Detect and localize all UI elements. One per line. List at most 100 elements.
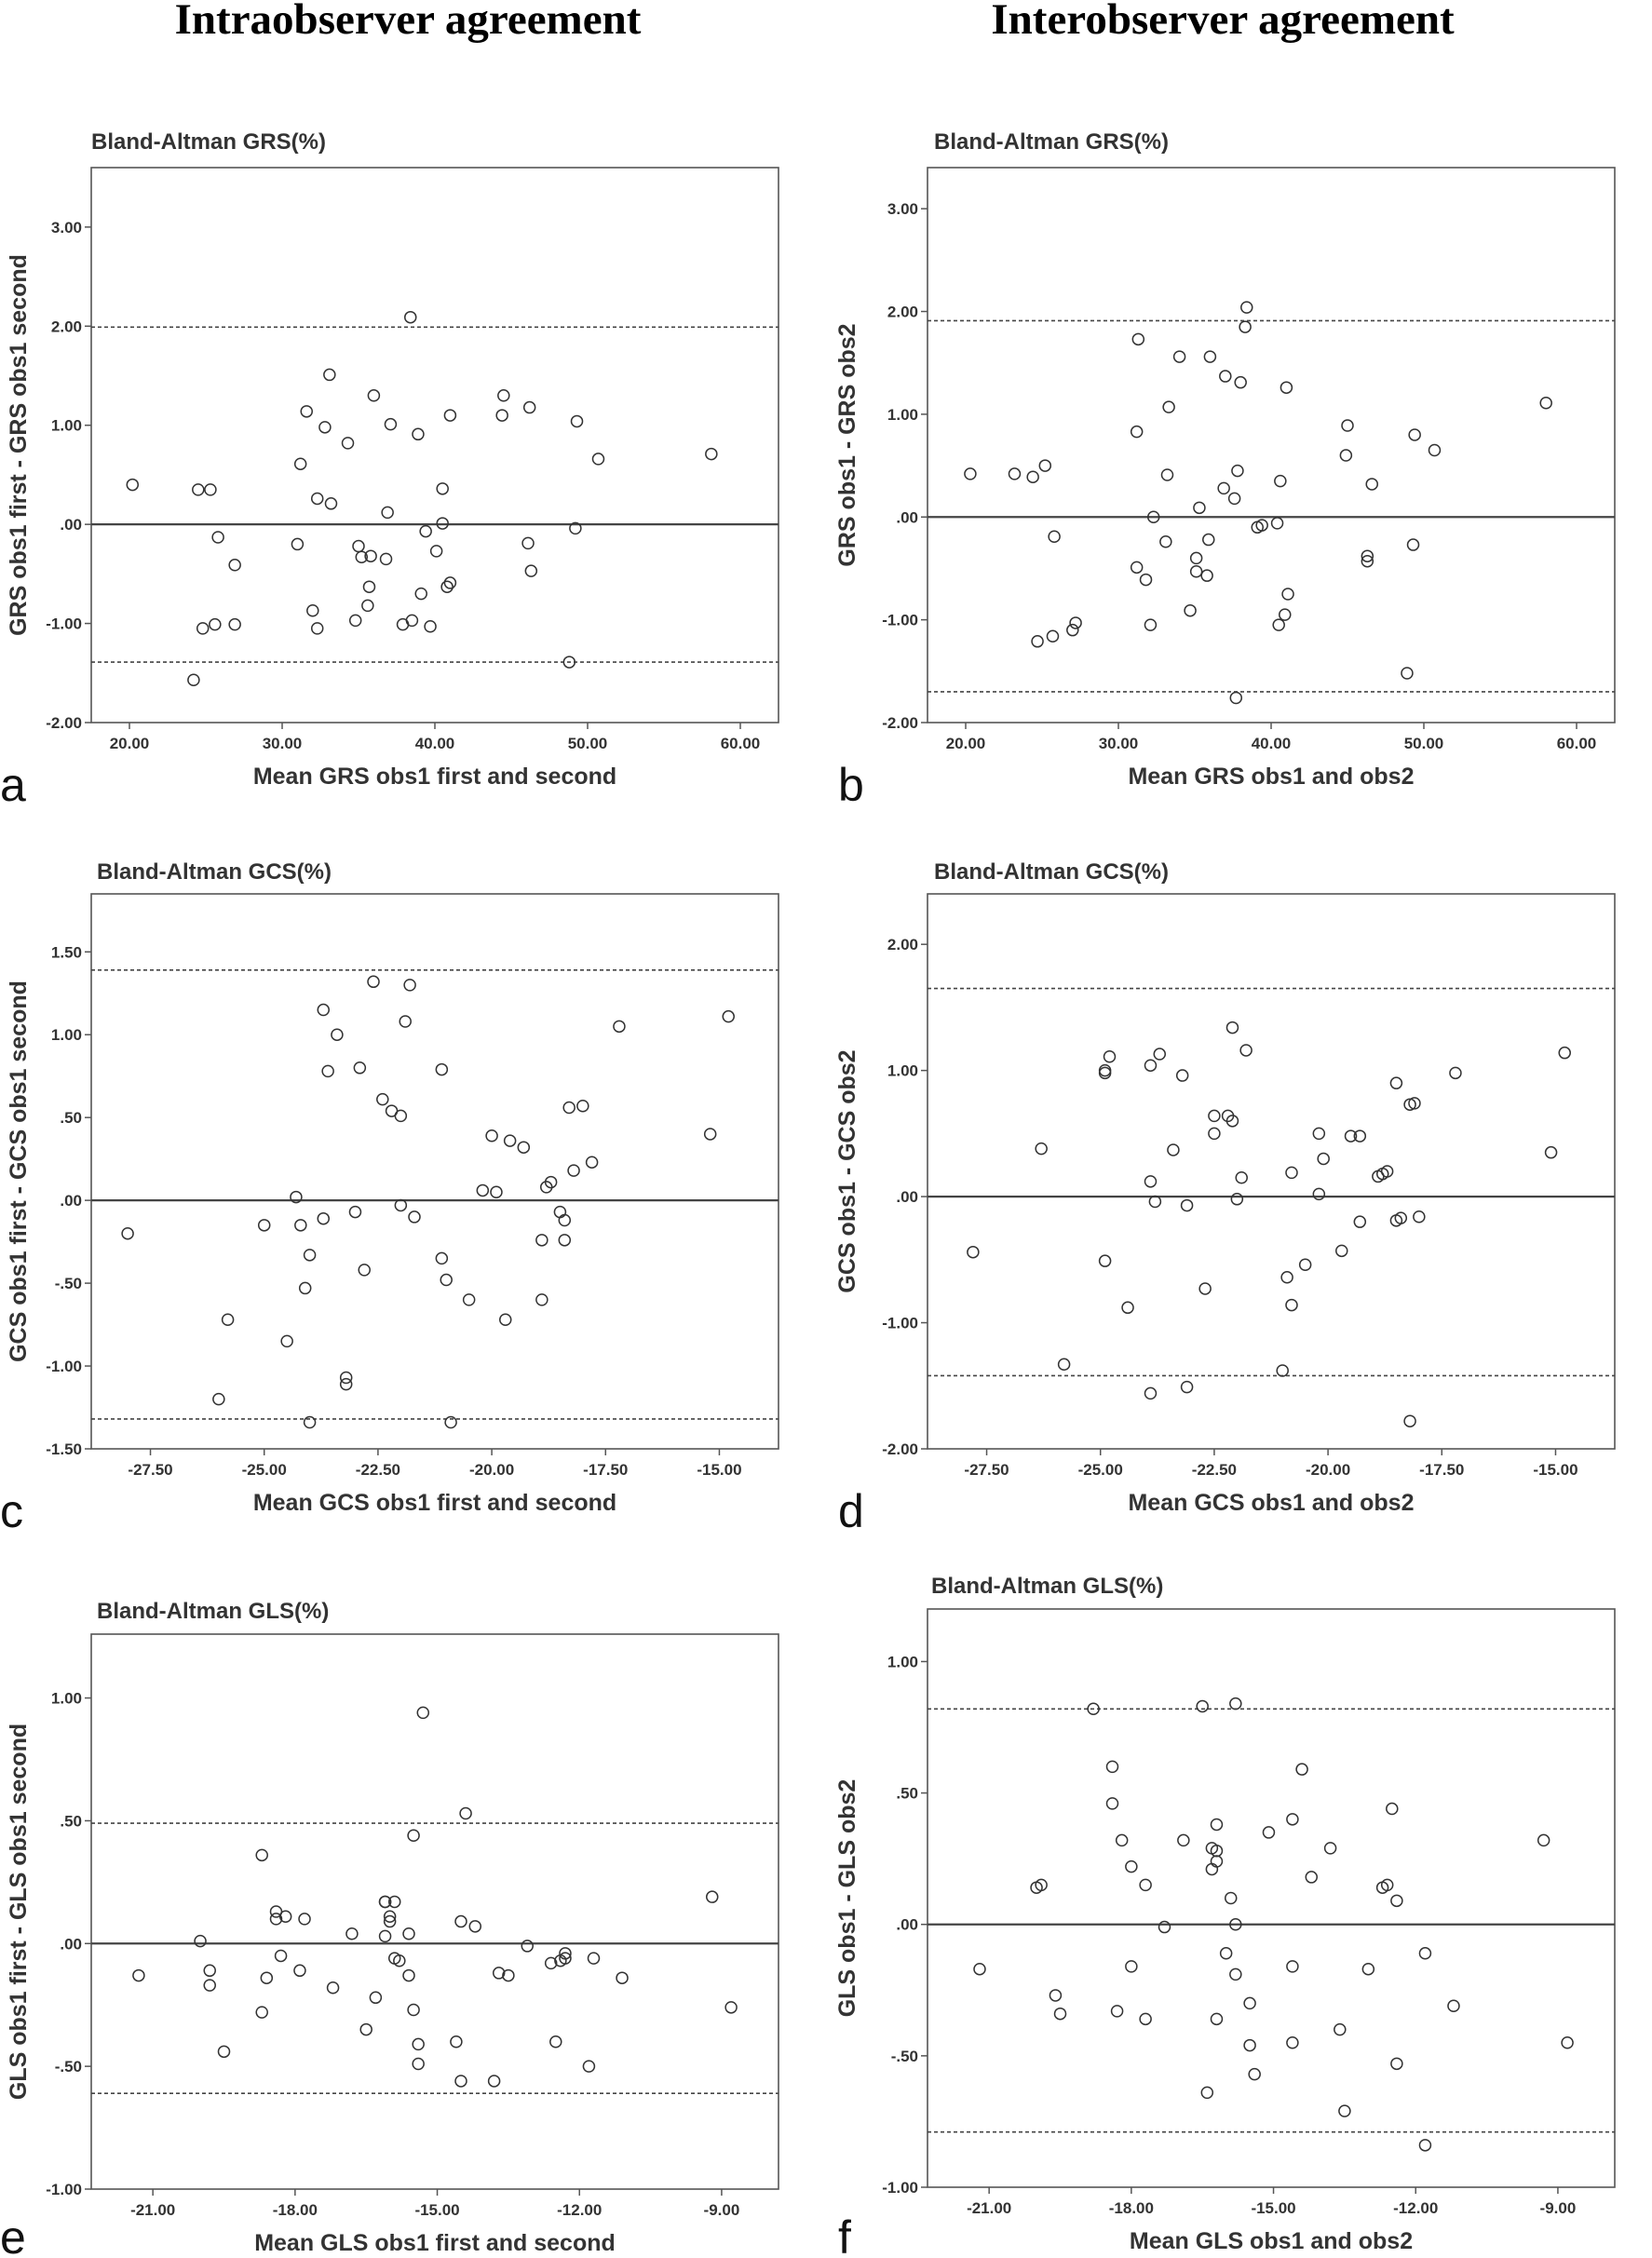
data-point (1087, 1702, 1100, 1716)
data-point (443, 409, 457, 422)
data-point (1229, 1697, 1242, 1710)
x-tick-label: -9.00 (704, 2201, 740, 2219)
y-axis-label: GRS obs1 first - GRS obs1 second (6, 254, 32, 636)
plot-frame (927, 1608, 1616, 2188)
data-point (353, 1061, 367, 1075)
data-point (1390, 1894, 1403, 1908)
data-point (1008, 467, 1022, 480)
data-point (300, 405, 313, 418)
data-point (1361, 1962, 1375, 1976)
data-point (1144, 1175, 1158, 1188)
panel-c: Bland-Altman GCS(%) -27.50 -25.00 -22.50 -20… (0, 859, 779, 1537)
data-point (348, 614, 362, 628)
data-point (1390, 2057, 1403, 2071)
data-point (321, 1064, 334, 1078)
data-point (293, 1964, 306, 1978)
data-point (1386, 1802, 1399, 1816)
y-tick-label: 1.50 (51, 943, 82, 961)
data-point (1167, 1143, 1180, 1156)
data-point (492, 1967, 506, 1980)
panel-letter: b (838, 759, 864, 811)
data-point (187, 673, 200, 686)
x-tick-label: -17.50 (1419, 1461, 1464, 1479)
data-point (345, 1927, 359, 1940)
data-point (1544, 1145, 1558, 1159)
y-tick-label: -1.00 (46, 1358, 82, 1375)
data-point (1038, 459, 1052, 472)
data-point (1295, 1763, 1308, 1776)
data-point (369, 1991, 383, 2005)
data-point (1066, 623, 1079, 637)
data-point (1335, 1244, 1348, 1258)
y-tick-label: -2.00 (46, 714, 82, 732)
data-point (203, 1979, 216, 1992)
data-point (1121, 1301, 1134, 1315)
data-point (419, 524, 432, 538)
data-point (1243, 1996, 1256, 2010)
data-point (1139, 573, 1153, 587)
data-point (1146, 510, 1160, 524)
panel-letter: f (838, 2211, 851, 2258)
data-point (1240, 301, 1253, 314)
data-point (221, 1313, 235, 1326)
x-tick-label: -12.00 (557, 2201, 602, 2219)
y-tick-label: -1.00 (46, 615, 82, 633)
data-point (1418, 1947, 1432, 1960)
x-axis-label: Mean GLS obs1 and obs2 (1130, 2228, 1413, 2254)
data-point (503, 1134, 517, 1147)
y-tick-label: -.50 (55, 2058, 82, 2075)
data-point (454, 2075, 467, 2088)
x-tick-label: -20.00 (1306, 1461, 1350, 1479)
panel-f: Bland-Altman GLS(%) -21.00 -18.00 -15.00 -12… (834, 1574, 1616, 2258)
panel-title: Bland-Altman GRS(%) (934, 129, 1169, 155)
data-point (1144, 618, 1158, 631)
data-point (1235, 1171, 1248, 1184)
y-tick-label: 1.00 (51, 1026, 82, 1044)
y-axis-label: GLS obs1 first - GLS obs1 second (6, 1724, 32, 2100)
data-point (402, 1968, 415, 1982)
data-point (1159, 534, 1172, 548)
x-tick-label: -25.00 (242, 1461, 287, 1479)
y-axis-label: GLS obs1 - GLS obs2 (834, 1779, 860, 2018)
data-point (394, 1198, 408, 1212)
y-tick-label: 1.00 (887, 406, 918, 424)
data-point (1125, 1960, 1138, 1973)
y-tick-label: 2.00 (887, 304, 918, 321)
data-point (440, 1273, 453, 1287)
data-point (435, 1251, 449, 1265)
data-point (967, 1245, 980, 1259)
panel-d: Bland-Altman GCS(%) -27.50 -25.00 -22.50 -20… (834, 859, 1616, 1537)
data-point (1389, 1076, 1403, 1089)
data-point (293, 457, 307, 470)
data-point (1196, 1699, 1209, 1713)
data-point (497, 389, 510, 402)
data-point (1184, 603, 1197, 617)
x-tick-label: -27.50 (128, 1461, 172, 1479)
data-point (1162, 400, 1175, 413)
x-tick-label: -9.00 (1540, 2199, 1577, 2217)
plot-frame (927, 893, 1616, 1450)
data-point (1198, 1282, 1212, 1295)
data-point (212, 1392, 225, 1406)
data-point (1144, 1059, 1158, 1072)
x-axis-label: Mean GRS obs1 first and second (253, 764, 616, 790)
x-tick-label: -22.50 (1192, 1461, 1237, 1479)
y-tick-label: 2.00 (51, 318, 82, 335)
data-point (355, 550, 369, 564)
data-point (317, 1211, 331, 1225)
x-tick-label: 30.00 (1099, 735, 1139, 752)
data-point (1208, 1127, 1221, 1141)
data-point (1227, 492, 1241, 506)
data-point (416, 1706, 430, 1720)
data-point (359, 2022, 372, 2036)
data-point (562, 656, 576, 669)
data-point (1049, 1989, 1063, 2002)
y-tick-label: -1.00 (882, 1315, 918, 1332)
data-point (443, 576, 457, 589)
data-point (724, 2001, 738, 2014)
data-point (1276, 1364, 1289, 1377)
x-tick-label: 20.00 (946, 735, 986, 752)
data-point (1361, 549, 1374, 562)
data-point (280, 1334, 293, 1348)
